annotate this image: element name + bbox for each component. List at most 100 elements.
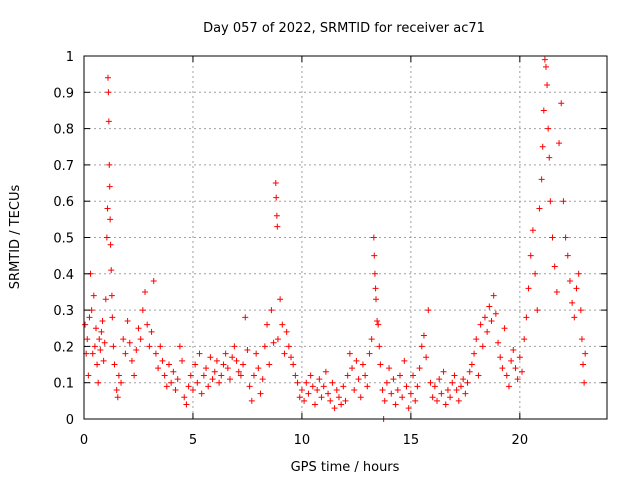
data-point [205,383,212,390]
data-point [412,397,419,404]
data-point [490,292,497,299]
data-point [377,361,384,368]
data-point [207,354,214,361]
data-point [218,372,225,379]
data-point [418,343,425,350]
data-point [329,379,336,386]
data-point [420,332,427,339]
data-point [203,365,210,372]
data-point [539,143,546,150]
data-point [325,390,332,397]
data-point [105,118,112,125]
data-point [102,296,109,303]
data-point [362,372,369,379]
data-point [285,343,292,350]
data-point [192,361,199,368]
data-point [431,383,438,390]
data-point [213,357,220,364]
data-point [124,317,131,324]
data-point [279,321,286,328]
data-point [84,336,91,343]
data-point [157,343,164,350]
grid [84,56,607,419]
data-point [95,379,102,386]
data-point [447,394,454,401]
data-point [128,357,135,364]
data-point [525,285,532,292]
data-point [466,368,473,375]
data-point [464,379,471,386]
data-point [516,354,523,361]
data-point [281,350,288,357]
data-point [283,328,290,335]
data-point [475,372,482,379]
data-point [303,379,310,386]
data-point [416,365,423,372]
data-point [405,405,412,412]
data-point [216,379,223,386]
data-point [342,397,349,404]
data-point [582,350,589,357]
chart-title: Day 057 of 2022, SRMTID for receiver ac7… [203,21,485,36]
data-point [372,285,379,292]
data-point [331,405,338,412]
data-point [444,386,451,393]
data-point [91,343,98,350]
data-point [294,379,301,386]
data-point [118,379,125,386]
data-point [366,350,373,357]
data-point [523,314,530,321]
x-tick-label: 20 [512,433,529,448]
data-point [457,383,464,390]
data-point [453,386,460,393]
data-point [512,365,519,372]
data-point [514,376,521,383]
data-point [113,386,120,393]
data-point [181,394,188,401]
data-point [320,383,327,390]
data-point [305,390,312,397]
data-point [401,357,408,364]
data-point [580,361,587,368]
data-point [257,390,264,397]
data-point [290,361,297,368]
data-point [379,386,386,393]
data-point [240,361,247,368]
data-point [442,401,449,408]
data-point [486,303,493,310]
data-point [274,223,281,230]
data-point [224,365,231,372]
data-point [410,372,417,379]
data-point [581,379,588,386]
data-point [108,267,115,274]
data-point [248,397,255,404]
data-point [106,183,113,190]
data-point [575,270,582,277]
data-point [551,263,558,270]
data-point [338,401,345,408]
data-point [327,397,334,404]
data-point [298,386,305,393]
data-point [165,361,172,368]
data-point [351,386,358,393]
data-point [390,376,397,383]
data-point [183,401,190,408]
data-point [85,372,92,379]
data-point [144,321,151,328]
data-point [510,347,517,354]
data-point [560,198,567,205]
data-point [220,361,227,368]
data-point [407,390,414,397]
data-point [170,368,177,375]
data-point [122,350,129,357]
data-point [556,140,563,147]
data-point [135,325,142,332]
data-point [307,372,314,379]
data-point [316,376,323,383]
data-point [392,401,399,408]
data-point [538,176,545,183]
data-point [544,82,551,89]
data-point [429,394,436,401]
data-point [460,376,467,383]
